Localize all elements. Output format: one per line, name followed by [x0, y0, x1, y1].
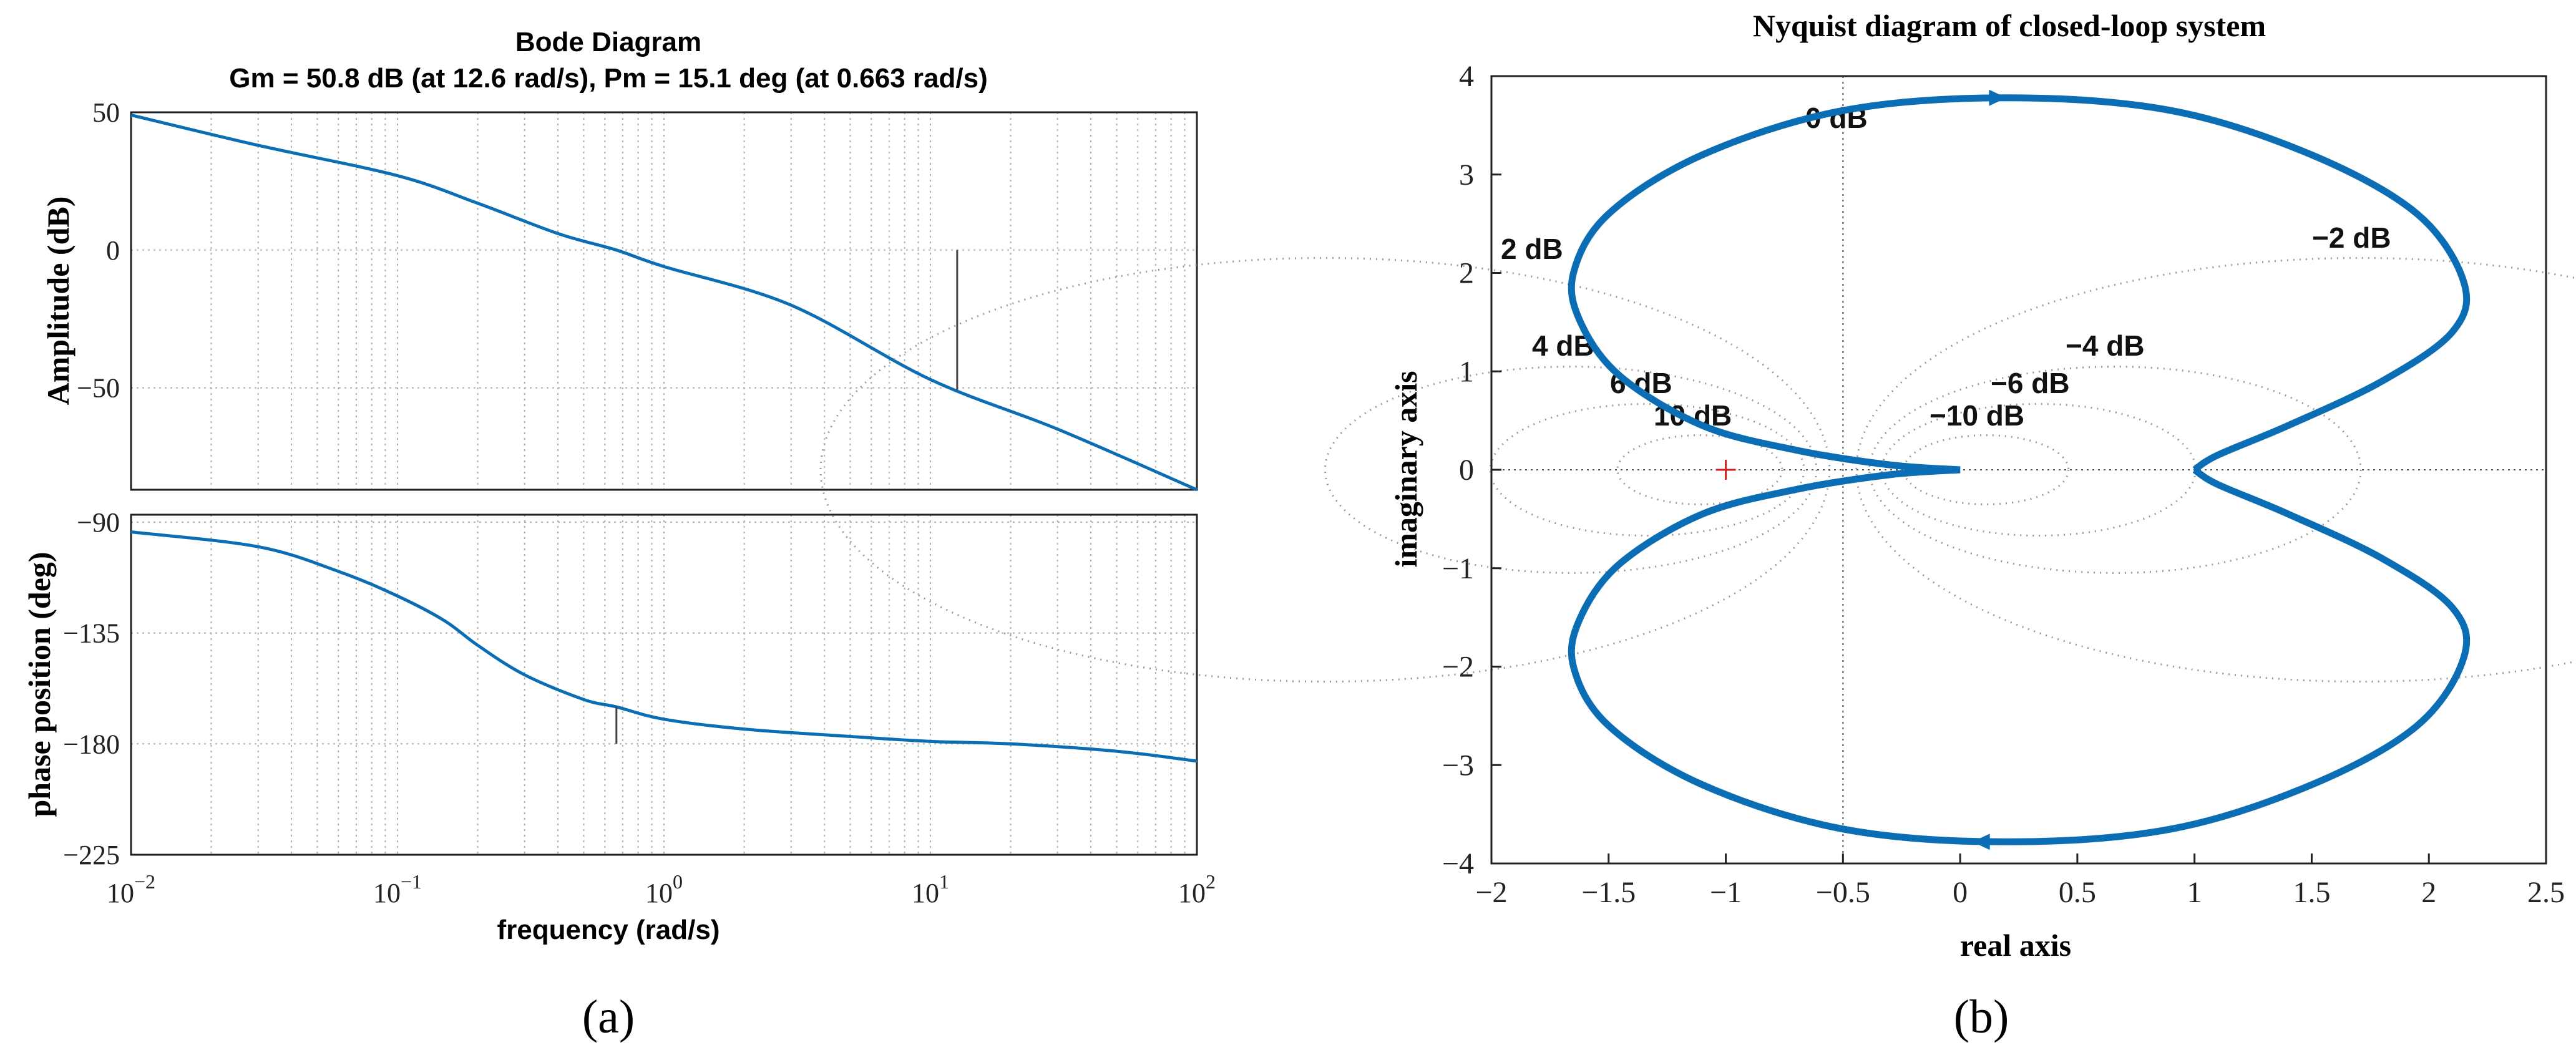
phase-curve [130, 530, 1198, 763]
nyquist-xtick: −1 [1710, 876, 1742, 909]
nyquist-xticks: −2 −1.5 −1 −0.5 0 0.5 1 1.5 2 2.5 [1475, 853, 2565, 909]
bode-xtick: 102 [1178, 870, 1216, 908]
direction-arrow-top [1989, 89, 2007, 106]
m-circle [1868, 366, 2362, 574]
phase-grid [131, 515, 1197, 855]
nyquist-ytick: 2 [1459, 257, 1474, 290]
contour-label-minus2db: −2 dB [2312, 221, 2391, 254]
contour-label-minus10db: −10 dB [1930, 399, 2024, 432]
nyquist-xtick: 2 [2421, 876, 2436, 909]
m-circle [1616, 434, 1783, 505]
phase-ytick: −90 [77, 507, 120, 538]
contour-labels: 0 dB 2 dB −2 dB 4 dB −4 dB 6 dB −6 dB 10… [1501, 102, 2391, 432]
magnitude-curve [130, 113, 1198, 492]
nyquist-xtick: −2 [1475, 876, 1507, 909]
m-circle [1324, 366, 1818, 574]
magnitude-ylabel: Amplitude (dB) [41, 197, 76, 406]
bode-xticks: 10−2 10−1 100 101 102 [107, 870, 1216, 908]
bode-title: Bode Diagram [515, 27, 701, 57]
nyquist-ytick: −2 [1442, 651, 1474, 684]
bode-xtick: 100 [645, 870, 683, 908]
phase-axes [130, 513, 1198, 856]
nyquist-xlabel: real axis [1960, 928, 2071, 963]
bode-xlabel: frequency (rad/s) [497, 915, 720, 945]
nyquist-xtick: 1 [2187, 876, 2202, 909]
nyquist-ytick: −4 [1442, 847, 1474, 880]
phase-ytick: −180 [63, 729, 120, 759]
nyquist-ytick: 4 [1459, 60, 1474, 93]
nyquist-xtick: −0.5 [1816, 876, 1870, 909]
nyquist-panel: Nyquist diagram of closed-loop system 0 … [819, 8, 2576, 1043]
nyquist-xtick: 2.5 [2527, 876, 2565, 909]
magnitude-yticks: 50 0 −50 [77, 97, 120, 404]
nyquist-ytick: 1 [1459, 355, 1474, 388]
magnitude-ytick: 50 [92, 97, 120, 128]
bode-xtick: 101 [912, 870, 949, 908]
m-circle [1489, 402, 1805, 537]
direction-arrow-bottom [1972, 834, 1990, 850]
nyquist-ytick: −1 [1442, 552, 1474, 585]
bode-xtick: 10−1 [373, 870, 422, 908]
critical-point-marker [1715, 460, 1736, 480]
phase-ytick: −135 [63, 618, 120, 649]
nyquist-title: Nyquist diagram of closed-loop system [1753, 8, 2266, 43]
nyquist-curve-lower [1568, 466, 2471, 845]
phase-yticks: −90 −135 −180 −225 [63, 507, 120, 870]
nyquist-ytick: −3 [1442, 749, 1474, 782]
nyquist-ytick: 0 [1459, 454, 1474, 487]
nyquist-yticks: 4 3 2 1 0 −1 −2 −3 −4 [1442, 60, 1501, 880]
m-circle [1903, 434, 2070, 505]
contour-label-minus4db: −4 dB [2066, 329, 2145, 362]
bode-panel: Bode Diagram Gm = 50.8 dB (at 12.6 rad/s… [22, 27, 1216, 1043]
phase-ytick: −225 [63, 840, 120, 870]
magnitude-ytick: 0 [106, 235, 120, 266]
nyquist-xtick: 1.5 [2293, 876, 2330, 909]
magnitude-ytick: −50 [77, 373, 120, 404]
bode-subtitle: Gm = 50.8 dB (at 12.6 rad/s), Pm = 15.1 … [229, 63, 987, 94]
phase-ylabel: phase position (deg) [22, 552, 57, 817]
nyquist-curve-upper [1568, 94, 2471, 474]
nyquist-ytick: 3 [1459, 158, 1474, 192]
nyquist-ylabel: imaginary axis [1388, 371, 1423, 567]
nyquist-xtick: 0.5 [2059, 876, 2096, 909]
panel-label-b: (b) [1954, 991, 2009, 1043]
bode-xtick: 10−2 [107, 870, 155, 908]
nyquist-xtick: 0 [1953, 876, 1968, 909]
magnitude-axes [130, 111, 1198, 491]
magnitude-grid [131, 112, 1197, 490]
panel-label-a: (a) [582, 991, 635, 1043]
contour-label-minus6db: −6 dB [1991, 367, 2070, 399]
nyquist-xtick: −1.5 [1581, 876, 1636, 909]
contour-label-2db: 2 dB [1501, 233, 1563, 265]
